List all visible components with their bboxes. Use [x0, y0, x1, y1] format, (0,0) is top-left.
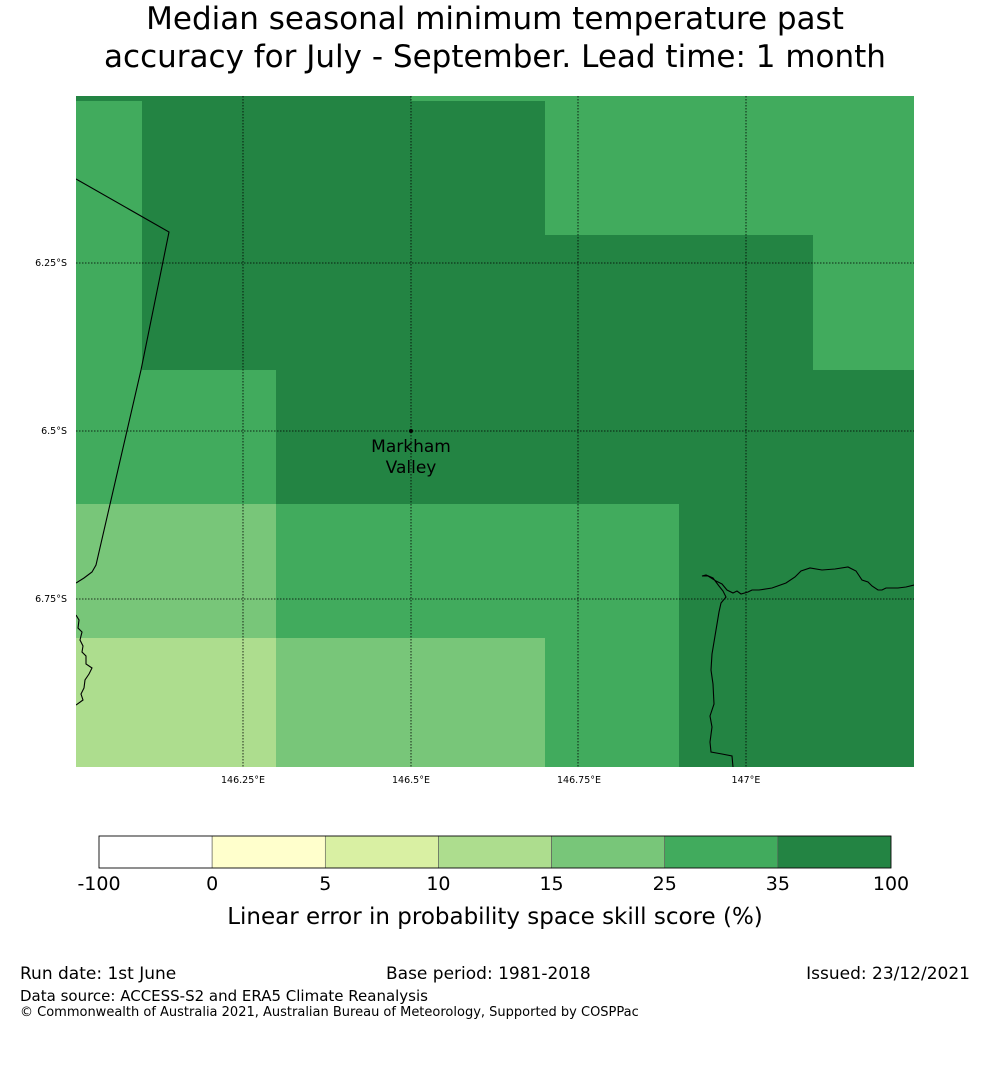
grid-cell-top-right	[545, 96, 914, 235]
colorbar-outline	[98, 835, 892, 869]
east-coast-line	[701, 566, 914, 767]
grid-cell-left-upper	[76, 101, 142, 370]
west-coast-line	[76, 614, 93, 706]
colorbar-tick-label: 15	[539, 873, 563, 895]
colorbar-tick-label: 5	[319, 873, 331, 895]
grid-cell-lower-center	[276, 504, 679, 638]
grid-cell-bottom-right	[545, 638, 679, 767]
grid-cell-left-middle	[76, 370, 276, 504]
lat-label: 6.5°S	[41, 426, 67, 437]
grid-cell-right	[813, 235, 914, 370]
lat-label: 6.75°S	[35, 594, 67, 605]
grid-cell-bottom-left	[76, 638, 276, 767]
colorbar-tick-label: 35	[766, 873, 790, 895]
lon-label: 146.5°E	[392, 775, 430, 786]
colorbar-cell	[98, 835, 213, 869]
longitude-labels: 146.25°E 146.5°E 146.75°E 147°E	[221, 775, 760, 786]
colorbar-tick-label: 25	[653, 873, 677, 895]
colorbar-cell	[664, 835, 779, 869]
data-source: Data source: ACCESS-S2 and ERA5 Climate …	[20, 987, 428, 1005]
lon-label: 146.25°E	[221, 775, 265, 786]
colorbar-tick-label: 10	[426, 873, 450, 895]
issued-date: Issued: 23/12/2021	[806, 964, 970, 984]
colorbar-cell	[551, 835, 666, 869]
grid-cell-top-strip-2	[411, 96, 545, 101]
colorbar-cell	[438, 835, 552, 869]
location-label-line-2: Valley	[386, 458, 437, 478]
skill-grid	[76, 96, 914, 767]
coastline	[76, 178, 914, 767]
colorbar-cell	[777, 835, 892, 869]
location-label-line-1: Markham	[371, 437, 451, 457]
latitude-labels: 6.25°S 6.5°S 6.75°S	[35, 258, 67, 605]
lat-label: 6.25°S	[35, 258, 67, 269]
title-line-2: accuracy for July - September. Lead time…	[104, 39, 886, 75]
colorbar-ticks: -100 0 5 10 15 25 35 100	[77, 873, 909, 895]
colorbar-cell	[211, 835, 326, 869]
colorbar-cell	[324, 835, 439, 869]
colorbar-tick-label: 0	[206, 873, 218, 895]
colorbar	[98, 835, 892, 869]
grid-cell-top-strip	[76, 96, 142, 101]
lon-label: 147°E	[732, 775, 761, 786]
graticule	[76, 96, 914, 767]
lon-label: 146.75°E	[557, 775, 601, 786]
copyright: © Commonwealth of Australia 2021, Austra…	[20, 1005, 639, 1020]
run-date: Run date: 1st June	[20, 964, 177, 984]
chart-title: Median seasonal minimum temperature past…	[0, 0, 990, 76]
colorbar-label: Linear error in probability space skill …	[227, 904, 763, 930]
border-line	[76, 178, 170, 584]
colorbar-tick-label: 100	[873, 873, 909, 895]
title-line-1: Median seasonal minimum temperature past	[146, 1, 844, 37]
location-marker	[409, 429, 413, 433]
base-period: Base period: 1981-2018	[386, 964, 591, 984]
colorbar-tick-label: -100	[77, 873, 120, 895]
grid-cell-bottom-center	[276, 638, 545, 767]
